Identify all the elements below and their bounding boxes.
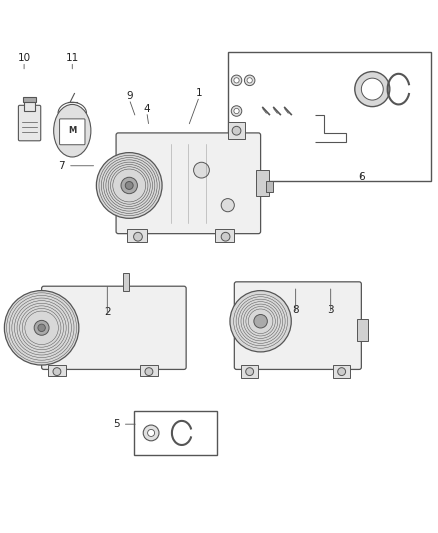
Bar [357,319,368,341]
Bar [127,229,147,243]
Bar [23,97,36,102]
Text: 1: 1 [196,88,203,99]
Bar [228,122,245,140]
Bar [134,411,217,455]
Circle shape [38,324,46,332]
Circle shape [231,106,242,116]
Circle shape [143,425,159,441]
Circle shape [338,368,346,376]
Circle shape [53,368,61,376]
FancyBboxPatch shape [116,133,261,233]
Circle shape [234,78,239,83]
Circle shape [145,368,153,376]
Text: 3: 3 [327,305,334,316]
Circle shape [121,177,138,193]
Circle shape [194,162,209,178]
Text: 6: 6 [358,172,365,182]
Bar [48,365,66,376]
Text: 2: 2 [104,308,111,318]
FancyBboxPatch shape [18,106,41,141]
Bar [140,365,158,376]
Circle shape [221,232,230,241]
Bar [333,365,350,378]
Bar [256,170,269,197]
Text: 4: 4 [143,104,150,114]
Circle shape [134,232,142,241]
Circle shape [148,430,155,437]
Ellipse shape [54,104,91,157]
Text: 8: 8 [292,305,299,316]
Circle shape [361,78,383,100]
Bar [228,52,431,181]
Bar [24,100,35,111]
Bar [241,365,258,378]
Text: 11: 11 [66,53,79,63]
Text: 9: 9 [126,91,133,101]
Circle shape [244,75,255,86]
Circle shape [230,290,291,352]
Circle shape [34,320,49,335]
Circle shape [246,368,254,376]
Text: 10: 10 [18,53,31,63]
Circle shape [231,75,242,86]
Bar [215,229,234,243]
Text: 5: 5 [113,419,120,429]
FancyBboxPatch shape [60,119,85,145]
Circle shape [254,314,267,328]
Bar [123,273,129,290]
Text: M: M [68,126,76,135]
Circle shape [4,290,79,365]
Circle shape [96,152,162,219]
Circle shape [221,199,234,212]
Text: 7: 7 [58,161,65,171]
Circle shape [247,78,252,83]
FancyBboxPatch shape [234,282,361,369]
Circle shape [234,108,239,114]
Circle shape [232,126,241,135]
FancyBboxPatch shape [42,286,186,369]
Bar [266,181,273,192]
Circle shape [355,71,390,107]
Circle shape [125,182,133,189]
